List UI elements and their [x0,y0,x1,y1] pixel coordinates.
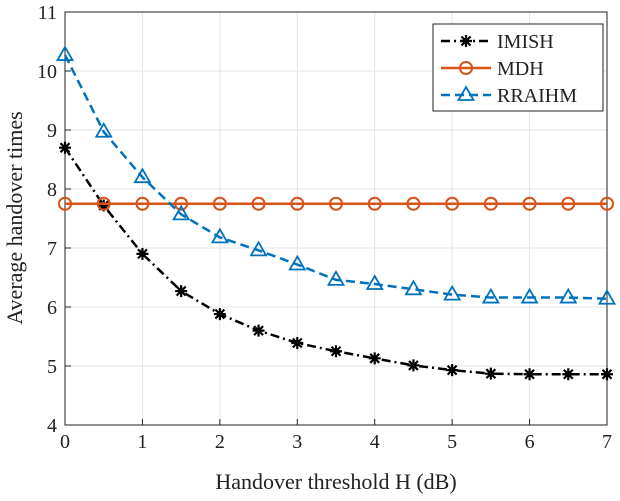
marker [600,196,614,211]
marker [597,288,617,305]
marker [290,196,305,211]
x-tick-label: 2 [215,431,225,453]
marker [96,196,111,211]
marker [213,308,226,321]
marker [249,240,268,257]
marker [367,196,382,211]
y-tick-label: 4 [47,415,57,437]
marker [174,196,189,211]
marker [601,368,613,381]
x-tick-label: 6 [525,431,535,453]
marker [252,324,265,337]
marker [445,196,460,211]
marker [520,287,539,304]
marker [330,345,342,358]
marker [481,287,500,304]
x-tick-label: 7 [602,431,612,453]
marker [460,35,472,47]
marker [212,196,227,211]
marker [133,167,152,184]
marker [562,368,575,381]
x-tick-label: 3 [292,431,302,453]
legend-label: RRAIHM [497,85,577,107]
marker [58,196,72,211]
marker [523,368,536,381]
marker [484,367,497,380]
marker [459,61,473,75]
marker [368,352,381,365]
marker [94,121,113,138]
y-tick-label: 7 [47,238,57,260]
marker [326,270,346,286]
plot-frame [64,11,608,426]
marker [97,199,110,212]
marker [172,204,191,221]
marker [446,364,459,377]
series-line [63,147,607,376]
marker [443,284,462,301]
y-tick-label: 8 [47,179,57,201]
marker [559,287,578,304]
x-axis-label: Handover threshold H (dB) [215,469,456,494]
marker [175,285,188,298]
y-tick-label: 5 [47,356,57,378]
marker [404,279,423,296]
legend: IMISH MDH RRAIHM [432,23,604,112]
x-tick-label: 4 [370,431,380,453]
marker [456,85,476,101]
marker [407,359,420,372]
marker [483,196,498,211]
y-tick-label: 6 [47,297,57,319]
y-axis-label: Average handover times [2,111,27,324]
marker [406,196,421,211]
legend-label: IMISH [497,31,554,53]
marker [135,196,150,211]
x-tick-label: 5 [447,431,457,453]
series-line [63,54,608,300]
y-tick-label: 9 [47,120,57,142]
marker [251,196,266,211]
marker [59,141,71,154]
marker [291,336,304,349]
legend-label: MDH [497,58,544,80]
marker [561,196,576,211]
marker [136,247,149,260]
marker [365,274,384,290]
x-tick-label: 0 [60,431,70,453]
x-tick-label: 1 [137,431,147,453]
marker [522,196,537,211]
y-tick-label: 11 [38,2,57,24]
marker [55,45,75,61]
y-tick-label: 10 [37,61,57,83]
marker [288,254,307,271]
marker [210,227,229,244]
marker [329,196,343,211]
